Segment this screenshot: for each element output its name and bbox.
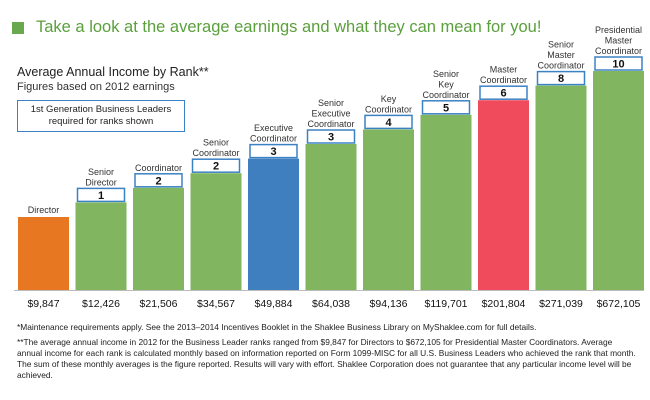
income-label-4: $49,884 (255, 298, 293, 310)
bar-9 (535, 85, 587, 290)
required-leaders-box-8 (479, 85, 528, 100)
required-leaders-box-10 (594, 56, 643, 71)
required-leaders-label-7: 5 (443, 102, 449, 114)
required-leaders-label-8: 6 (500, 88, 506, 100)
bar-3 (190, 173, 242, 290)
rank-label-4: Coordinator (250, 134, 297, 144)
rank-label-5: Senior (318, 98, 344, 108)
rank-label-7: Senior (433, 69, 459, 79)
income-label-8: $201,804 (482, 298, 526, 310)
bar-5 (305, 144, 357, 290)
required-leaders-label-4: 3 (270, 146, 276, 158)
income-label-10: $672,105 (597, 298, 641, 310)
required-leaders-box-3 (191, 158, 241, 173)
rank-label-5: Coordinator (307, 119, 354, 129)
required-leaders-box-1 (76, 187, 126, 203)
rank-label-1: Director (85, 177, 117, 187)
required-leaders-box-5 (306, 129, 356, 144)
required-leaders-box-4 (249, 143, 298, 159)
rank-label-9: Master (547, 50, 575, 60)
required-leaders-box-2 (134, 173, 183, 188)
note-box: 1st Generation Business Leaders required… (17, 100, 185, 132)
rank-label-1: Senior (88, 167, 114, 177)
rank-label-10: Presidential (595, 25, 642, 35)
rank-label-9: Coordinator (537, 61, 584, 71)
income-label-0: $9,847 (27, 298, 59, 310)
required-leaders-box-7 (421, 100, 471, 115)
chart-subtitle: Figures based on 2012 earnings (17, 81, 175, 93)
bar-10 (593, 71, 644, 290)
rank-label-10: Master (605, 36, 633, 46)
bar-7 (420, 114, 472, 290)
footnotes: *Maintenance requirements apply. See the… (17, 322, 637, 385)
bar-1 (75, 202, 127, 290)
bar-4 (248, 158, 299, 290)
rank-label-0: Director (28, 205, 60, 215)
required-leaders-label-10: 10 (612, 59, 624, 71)
headline-text: Take a look at the average earnings and … (36, 18, 542, 36)
required-leaders-box-9 (536, 70, 586, 86)
income-label-7: $119,701 (424, 298, 467, 310)
rank-label-8: Coordinator (480, 75, 527, 85)
required-leaders-label-2: 2 (155, 175, 161, 187)
rank-label-6: Key (381, 94, 397, 104)
bar-2 (133, 187, 184, 290)
required-leaders-box-6 (364, 114, 413, 130)
income-label-2: $21,506 (140, 298, 178, 310)
required-leaders-label-9: 8 (558, 73, 564, 85)
rank-label-3: Coordinator (192, 148, 239, 158)
rank-label-8: Master (490, 65, 518, 75)
rank-label-6: Coordinator (365, 104, 412, 114)
green-square-bullet-icon (12, 21, 24, 34)
bar-8 (478, 100, 529, 290)
chart-title: Average Annual Income by Rank** (17, 65, 209, 79)
required-leaders-label-5: 3 (328, 132, 334, 144)
required-leaders-label-6: 4 (385, 117, 392, 129)
rank-label-4: Executive (254, 123, 293, 133)
required-leaders-label-1: 1 (98, 190, 104, 202)
footnote-maintenance: *Maintenance requirements apply. See the… (17, 322, 537, 332)
rank-label-2: Coordinator (135, 163, 182, 173)
footnote-income-disclaimer: **The average annual income in 2012 for … (17, 337, 636, 380)
rank-label-9: Senior (548, 40, 574, 50)
income-label-1: $12,426 (82, 298, 120, 310)
rank-label-7: Coordinator (422, 90, 469, 100)
headline: Take a look at the average earnings and … (12, 18, 541, 37)
income-label-6: $94,136 (370, 298, 408, 310)
rank-label-5: Executive (311, 109, 350, 119)
required-leaders-label-3: 2 (213, 161, 219, 173)
rank-label-7: Key (438, 79, 454, 89)
bar-0 (18, 217, 69, 290)
bar-6 (363, 129, 414, 290)
income-label-9: $271,039 (539, 298, 583, 310)
income-label-5: $64,038 (312, 298, 350, 310)
rank-label-10: Coordinator (595, 46, 642, 56)
rank-label-3: Senior (203, 138, 229, 148)
income-label-3: $34,567 (197, 298, 235, 310)
